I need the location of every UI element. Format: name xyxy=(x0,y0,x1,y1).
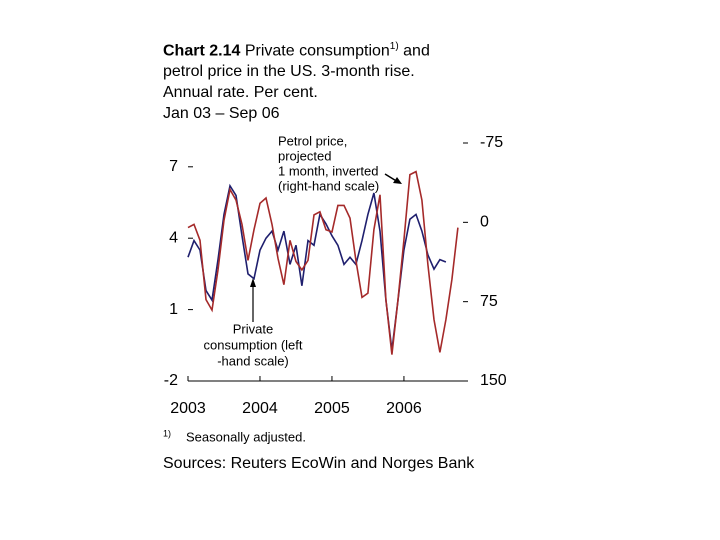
title-line: Jan 03 – Sep 06 xyxy=(163,105,280,123)
title-line: Annual rate. Per cent. xyxy=(163,84,318,102)
chart-title: Chart 2.14 Private consumption1) and pet… xyxy=(163,36,430,124)
annotation: Private xyxy=(233,321,273,336)
annotation: Petrol price, xyxy=(278,133,347,148)
y-tick-label: 7 xyxy=(169,158,178,175)
y2-tick-label: 0 xyxy=(480,214,489,231)
x-tick-label: 2005 xyxy=(314,400,350,417)
source: Sources: Reuters EcoWin and Norges Bank xyxy=(163,455,475,472)
data-line xyxy=(187,183,447,351)
arrow-head xyxy=(250,278,256,287)
annotation: -hand scale) xyxy=(217,353,289,368)
annotation: 1 month, inverted xyxy=(278,163,378,178)
data-line xyxy=(187,170,459,355)
footnote-marker: 1) xyxy=(389,41,399,52)
y-tick-label: -2 xyxy=(164,372,178,389)
y-tick-label: 4 xyxy=(169,229,178,246)
footnote-marker: 1) xyxy=(163,428,171,438)
y2-tick-label: 150 xyxy=(480,372,507,389)
annotation: consumption (left xyxy=(204,337,303,352)
annotation: (right-hand scale) xyxy=(278,178,379,193)
x-tick-label: 2004 xyxy=(242,400,278,417)
annotation: projected xyxy=(278,148,331,163)
title-line: Chart 2.14 Private consumption1) and xyxy=(163,36,430,61)
x-tick-label: 2003 xyxy=(170,400,206,417)
y2-tick-label: -75 xyxy=(480,134,503,151)
y-tick-label: 1 xyxy=(169,301,178,318)
y2-tick-label: 75 xyxy=(480,293,498,310)
footnote: Seasonally adjusted. xyxy=(186,429,306,444)
title-text: and xyxy=(403,42,430,60)
title-label: Chart 2.14 xyxy=(163,42,241,60)
title-line: petrol price in the US. 3-month rise. xyxy=(163,63,415,81)
x-tick-label: 2006 xyxy=(386,400,422,417)
title-text: Private consumption xyxy=(244,42,390,60)
arrow-head xyxy=(393,177,402,184)
